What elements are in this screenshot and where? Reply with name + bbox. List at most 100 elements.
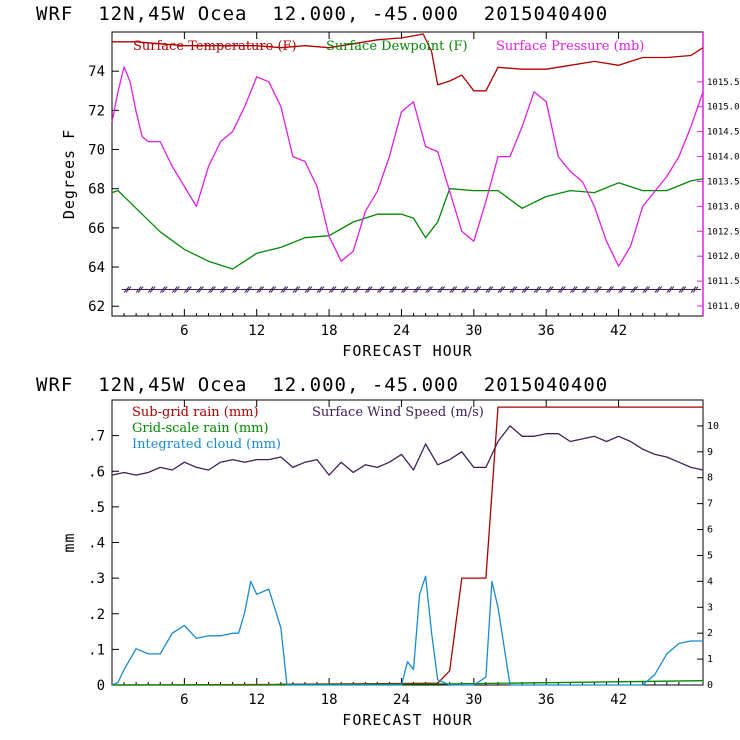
wind-barb	[656, 286, 663, 293]
x-tick-label: 42	[610, 323, 627, 339]
wind-barb	[415, 286, 421, 293]
y2-tick-label: 6	[707, 525, 713, 536]
y-tick-label: 66	[88, 221, 105, 237]
wind-barb	[642, 286, 649, 293]
wind-barb	[425, 286, 431, 293]
x-tick-label: 42	[610, 692, 627, 708]
wind-barb	[473, 286, 480, 293]
wind-barb	[268, 286, 275, 293]
wind-barb	[378, 286, 385, 293]
chart-1: 6 12 18 24 30 36 42 62 64 66 68 70 72 74 1011.0 1011.5 1…	[60, 31, 740, 360]
wind-barb	[147, 286, 154, 293]
x-tick-label: 30	[465, 323, 482, 339]
wind-barb	[427, 286, 433, 293]
wind-barb	[608, 286, 614, 293]
wind-barb	[678, 286, 685, 293]
wind-barb	[557, 286, 564, 293]
wind-barb	[401, 286, 407, 293]
y2-tick-label: 3	[707, 602, 713, 613]
wind-barb	[306, 286, 313, 293]
plot-frame	[111, 31, 704, 317]
wind-barb	[509, 286, 516, 293]
x-tick-label: 12	[248, 323, 265, 339]
x-tick-label: 18	[321, 323, 338, 339]
wind-barb	[535, 286, 542, 293]
wind-barb	[521, 286, 528, 293]
wind-barb	[497, 286, 504, 293]
wind-barb	[582, 286, 588, 293]
wind-barb	[183, 286, 190, 293]
wind-barb	[666, 286, 673, 293]
y2-tick-label: 1011.0	[707, 302, 740, 312]
y2-tick-label: 8	[707, 473, 713, 484]
wind-barb	[258, 286, 265, 293]
y-axis-title: Degrees F	[60, 129, 78, 219]
wind-barb	[571, 286, 578, 293]
wind-barb	[376, 286, 383, 293]
wind-barb	[547, 286, 554, 293]
y-tick-label: 62	[88, 299, 105, 315]
legend-item: Sub-grid rain (mm)	[132, 405, 259, 420]
y2-tick-label: 2	[707, 628, 713, 639]
wind-barb	[668, 286, 675, 293]
wind-barb	[220, 286, 226, 293]
wind-barb	[292, 286, 299, 293]
chart1-title: WRF 12N,45W Ocea 12.000, -45.000 2015040…	[36, 3, 609, 25]
legend-item: Integrated cloud (mm)	[132, 437, 281, 452]
wind-barb	[569, 286, 576, 293]
series-grid-scale-rain-line	[111, 680, 704, 686]
y-tick-label: 74	[88, 64, 105, 80]
wind-barb	[208, 286, 214, 293]
x-tick-label: 6	[180, 692, 188, 708]
wind-barb	[461, 286, 468, 293]
y-tick-label: .4	[88, 536, 105, 552]
wind-barb	[630, 286, 637, 293]
wind-barb	[618, 286, 624, 293]
y2-tick-label: 1015.0	[707, 103, 740, 113]
y2-tick-label: 1012.0	[707, 252, 740, 262]
y-tick-label: .6	[88, 464, 105, 480]
y-axis-title: mm	[60, 532, 78, 552]
wind-barb	[545, 286, 552, 293]
x-axis-title: FORECAST HOUR	[342, 711, 472, 729]
series-surface-wind-speed-line	[111, 425, 704, 476]
y-tick-label: .3	[88, 571, 105, 587]
x-tick-label: 24	[393, 692, 410, 708]
wind-barb	[342, 286, 349, 293]
wind-barb	[437, 286, 444, 293]
wind-barb	[449, 286, 456, 293]
wind-barb	[596, 286, 602, 293]
wind-barb	[439, 286, 446, 293]
x-tick-label: 24	[393, 323, 410, 339]
wind-barb	[654, 286, 661, 293]
x-tick-label: 36	[538, 692, 555, 708]
wind-barbs	[121, 286, 701, 293]
legend-item: Surface Temperature (F)	[133, 39, 297, 54]
wind-barb	[210, 286, 216, 293]
series-surface-temperature-line	[112, 33, 704, 92]
wind-barb	[413, 286, 419, 293]
y2-tick-label: 1012.5	[707, 227, 740, 237]
x-tick-label: 6	[180, 323, 188, 339]
y2-tick-label: 10	[707, 421, 719, 432]
y2-tick-label: 1015.5	[707, 78, 740, 88]
wind-barb	[161, 286, 168, 293]
wind-barb	[171, 286, 178, 293]
wind-barb	[692, 286, 699, 293]
wind-barb	[584, 286, 590, 293]
y-tick-label: 64	[88, 260, 105, 276]
wind-barb	[234, 286, 240, 293]
y-tick-label: 0	[97, 678, 105, 694]
y-tick-label: 72	[88, 103, 105, 119]
wind-barb	[533, 286, 540, 293]
wind-barb	[632, 286, 639, 293]
wind-barb	[680, 286, 687, 293]
series-integrated-cloud-line	[111, 575, 703, 686]
legend-item: Surface Pressure (mb)	[496, 39, 644, 54]
y-tick-label: 70	[88, 143, 105, 159]
wind-barb	[523, 286, 530, 293]
y2-tick-label: 1014.0	[707, 153, 740, 163]
y2-tick-label: 0	[707, 680, 713, 691]
wind-barb	[185, 286, 192, 293]
